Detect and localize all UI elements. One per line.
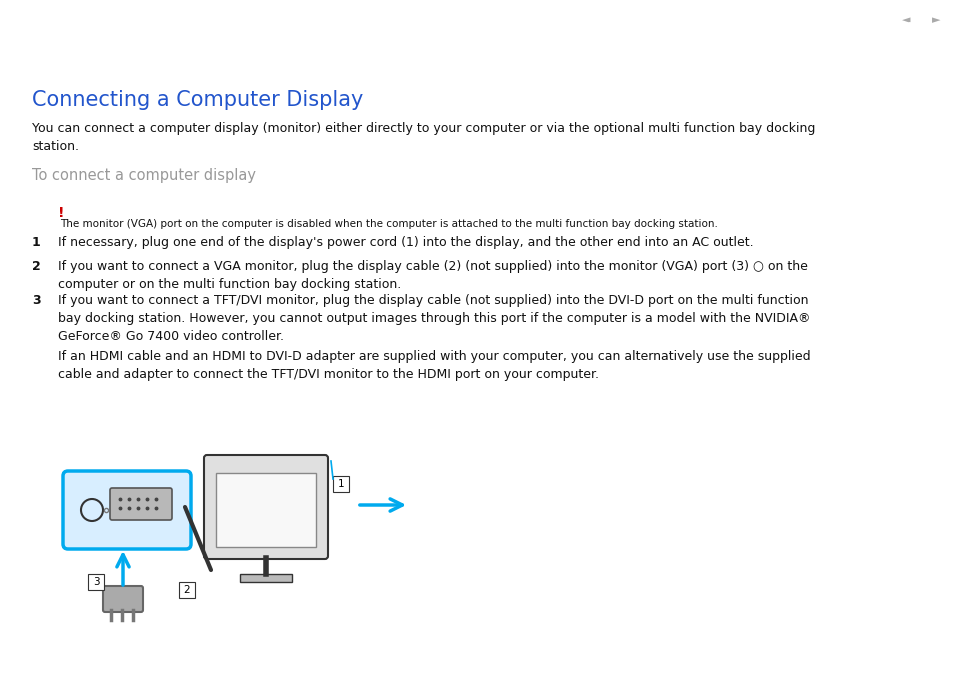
FancyBboxPatch shape [103,586,143,612]
Text: 1: 1 [32,236,41,249]
Text: If necessary, plug one end of the display's power cord (1) into the display, and: If necessary, plug one end of the displa… [58,236,753,249]
Text: 101: 101 [905,13,935,27]
Bar [215,473,315,547]
Text: To connect a computer display: To connect a computer display [32,168,255,183]
Text: If you want to connect a TFT/DVI monitor, plug the display cable (not supplied) : If you want to connect a TFT/DVI monitor… [58,294,810,343]
Bar [240,574,292,582]
FancyBboxPatch shape [204,455,328,559]
Text: 1: 1 [337,479,344,489]
Text: 2: 2 [184,585,190,595]
FancyBboxPatch shape [110,488,172,520]
Text: Connecting a Computer Display: Connecting a Computer Display [32,90,363,110]
Bar [179,582,194,598]
Text: If you want to connect a VGA monitor, plug the display cable (2) (not supplied) : If you want to connect a VGA monitor, pl… [58,260,807,291]
Text: The monitor (VGA) port on the computer is disabled when the computer is attached: The monitor (VGA) port on the computer i… [60,219,717,229]
Text: You can connect a computer display (monitor) either directly to your computer or: You can connect a computer display (moni… [32,122,815,153]
Text: Using Peripheral Devices: Using Peripheral Devices [846,38,953,51]
FancyBboxPatch shape [63,471,191,549]
Text: 3: 3 [32,294,41,307]
Text: 3: 3 [92,577,99,587]
Text: 2: 2 [32,260,41,273]
Text: !: ! [58,206,65,220]
Text: ◄: ◄ [901,15,909,25]
Bar [333,476,349,492]
Bar [88,574,104,590]
Text: If an HDMI cable and an HDMI to DVI-D adapter are supplied with your computer, y: If an HDMI cable and an HDMI to DVI-D ad… [58,350,810,381]
Text: ►: ► [931,15,940,25]
Text: VAIO: VAIO [18,14,115,48]
